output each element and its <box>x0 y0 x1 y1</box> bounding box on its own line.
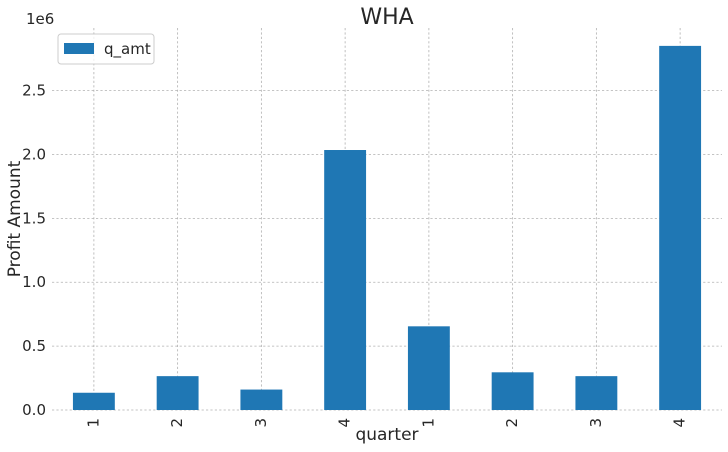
x-tick-label: 3 <box>252 418 270 428</box>
x-tick-label: 1 <box>84 418 102 428</box>
bar <box>72 392 115 410</box>
y-tick-label: 2.0 <box>22 145 46 163</box>
legend: q_amt <box>57 33 155 65</box>
legend-swatch <box>64 43 94 54</box>
legend-label: q_amt <box>104 40 151 59</box>
y-tick-label: 2.5 <box>22 82 46 100</box>
x-tick-label: 1 <box>419 418 437 428</box>
bar-layer <box>72 45 702 410</box>
y-axis-offset-text: 1e6 <box>26 10 54 28</box>
y-axis-title: Profit Amount <box>5 160 25 277</box>
bar <box>324 150 367 410</box>
x-tick-label: 3 <box>587 418 605 428</box>
x-tick-label: 4 <box>336 418 354 428</box>
bar <box>491 372 534 410</box>
bar <box>575 376 618 410</box>
legend-box <box>57 33 155 65</box>
x-tick-labels: 1 2 3 4 1 2 3 4 <box>84 418 688 428</box>
x-tick-label: 2 <box>168 418 186 428</box>
y-tick-label: 1.0 <box>22 273 46 291</box>
y-tick-label: 0.5 <box>22 337 46 355</box>
grid-layer <box>52 28 722 411</box>
x-tick-label: 4 <box>671 418 689 428</box>
x-axis-title: quarter <box>355 425 418 445</box>
bar <box>407 326 450 410</box>
y-tick-labels: 0.0 0.5 1.0 1.5 2.0 2.5 <box>22 82 46 419</box>
bar <box>156 376 199 410</box>
x-tick-label: 2 <box>503 418 521 428</box>
chart-title: WHA <box>360 5 413 30</box>
bar <box>240 389 283 410</box>
y-tick-label: 0.0 <box>22 401 46 419</box>
bar <box>659 45 702 410</box>
y-tick-label: 1.5 <box>22 209 46 227</box>
